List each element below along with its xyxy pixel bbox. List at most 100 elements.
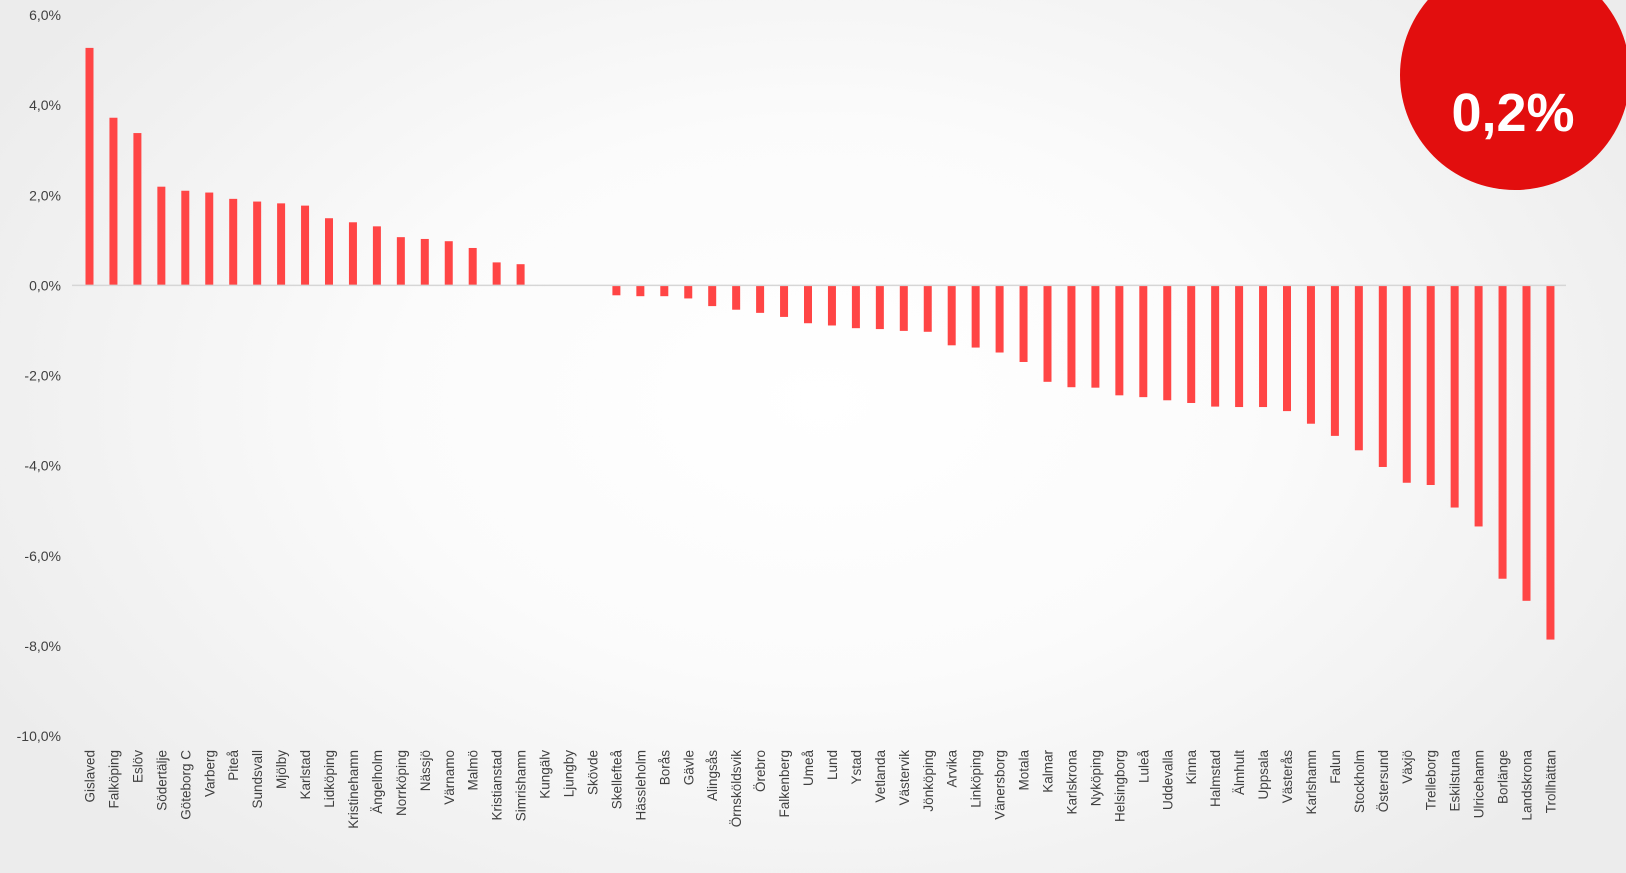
bar — [253, 201, 262, 286]
x-tick-label: Göteborg C — [178, 750, 193, 820]
x-tick-label: Borås — [657, 750, 672, 786]
x-tick-label: Trollhättan — [1543, 750, 1558, 813]
bar — [468, 247, 477, 286]
x-tick-label: Kinna — [1184, 750, 1199, 785]
x-tick-label: Vänersborg — [993, 750, 1008, 820]
bar — [1043, 285, 1052, 382]
x-tick-label: Västervik — [897, 750, 912, 806]
bar — [1163, 285, 1172, 401]
x-tick-label: Kristianstad — [490, 750, 505, 821]
x-tick-label: Stockholm — [1352, 750, 1367, 813]
bar — [1139, 285, 1148, 398]
bar — [181, 190, 190, 286]
x-tick-label: Örnsköldsvik — [729, 750, 744, 828]
x-tick-label: Södertälje — [154, 750, 169, 811]
bar — [780, 285, 789, 317]
x-tick-label: Eslöv — [130, 750, 145, 783]
y-tick-label: -4,0% — [24, 458, 61, 474]
x-tick-label: Skövde — [585, 750, 600, 795]
x-tick-label: Alingsås — [705, 750, 720, 801]
x-tick-label: Malmö — [466, 750, 481, 791]
bar — [804, 285, 812, 324]
bar — [325, 218, 333, 286]
y-tick-label: -8,0% — [24, 638, 61, 654]
bar — [1354, 285, 1363, 451]
x-tick-label: Trelleborg — [1424, 750, 1439, 810]
x-tick-label: Vetlanda — [873, 750, 888, 803]
bar — [444, 241, 453, 286]
bar — [756, 285, 765, 313]
x-tick-label: Motala — [1017, 750, 1032, 791]
bar — [348, 222, 357, 286]
x-tick-label: Halmstad — [1208, 750, 1223, 807]
bar — [1402, 285, 1411, 483]
x-tick-label: Mjölby — [274, 750, 289, 789]
x-tick-label: Simrishamn — [514, 750, 529, 821]
x-tick-label: Kristinehamn — [346, 750, 361, 829]
bar — [1211, 285, 1220, 407]
x-tick-label: Lund — [825, 750, 840, 780]
y-tick-label: -10,0% — [17, 728, 61, 744]
x-tick-label: Umeå — [801, 750, 816, 787]
bar — [1235, 285, 1244, 408]
x-tick-label: Landskrona — [1520, 750, 1535, 821]
bar — [1330, 285, 1339, 436]
bar — [1426, 285, 1435, 486]
bar — [1019, 285, 1028, 362]
bar — [1450, 285, 1459, 508]
x-tick-label: Kalmar — [1041, 750, 1056, 793]
bar — [1306, 285, 1315, 424]
x-tick-label: Skellefteå — [609, 750, 624, 810]
x-tick-label: Falkenberg — [777, 750, 792, 818]
bar — [708, 285, 717, 307]
bar — [205, 192, 214, 286]
x-tick-label: Karlskrona — [1064, 750, 1079, 815]
bar — [947, 285, 956, 346]
y-tick-label: -6,0% — [24, 548, 61, 564]
x-tick-label: Jönköping — [921, 750, 936, 812]
x-tick-label: Gävle — [681, 750, 696, 785]
x-tick-label: Borlänge — [1496, 750, 1511, 804]
x-tick-label: Kungälv — [538, 750, 553, 799]
bar — [875, 285, 884, 330]
bar — [612, 285, 621, 296]
x-tick-label: Ängelholm — [370, 750, 385, 814]
x-tick-label: Linköping — [969, 750, 984, 808]
bar — [1115, 285, 1124, 396]
bar — [396, 237, 405, 286]
bar — [1067, 285, 1076, 388]
y-tick-label: -2,0% — [24, 368, 61, 384]
bars — [85, 47, 1555, 640]
x-tick-label: Karlshamn — [1304, 750, 1319, 815]
bar — [277, 203, 286, 286]
bar — [1187, 285, 1196, 403]
x-tick-label: Gislaved — [83, 750, 98, 803]
x-axis-ticks: Gislaved Falköping Eslöv Södertälje Göteborg… — [83, 750, 1559, 829]
x-tick-label: Ljungby — [562, 750, 577, 798]
bar — [732, 285, 741, 310]
y-axis-ticks: 6,0% 4,0% 2,0% 0,0% -2,0% -4,0% -6,0% -8,0% -10,… — [17, 7, 61, 744]
bar — [1522, 285, 1531, 601]
x-tick-label: Älmhult — [1232, 750, 1247, 795]
x-tick-label: Nyköping — [1088, 750, 1103, 806]
bar — [109, 117, 118, 286]
x-tick-label: Norrköping — [394, 750, 409, 816]
bar — [492, 262, 501, 286]
bar — [1091, 285, 1100, 388]
bar — [301, 205, 310, 286]
x-tick-label: Värnamo — [442, 750, 457, 805]
bar — [971, 285, 980, 348]
x-tick-label: Falköping — [106, 750, 121, 809]
bar — [1546, 285, 1555, 640]
x-tick-label: Uddevalla — [1160, 750, 1175, 811]
x-tick-label: Växjö — [1400, 750, 1415, 784]
bar — [660, 285, 669, 297]
x-tick-label: Uppsala — [1256, 750, 1271, 800]
x-tick-label: Hässleholm — [633, 750, 648, 821]
bar — [827, 285, 836, 326]
bar — [1283, 285, 1291, 412]
total-change-value: 0,2% — [1451, 83, 1575, 143]
bar — [1259, 285, 1268, 408]
y-tick-label: 0,0% — [29, 277, 61, 293]
x-tick-label: Östersund — [1376, 750, 1391, 812]
